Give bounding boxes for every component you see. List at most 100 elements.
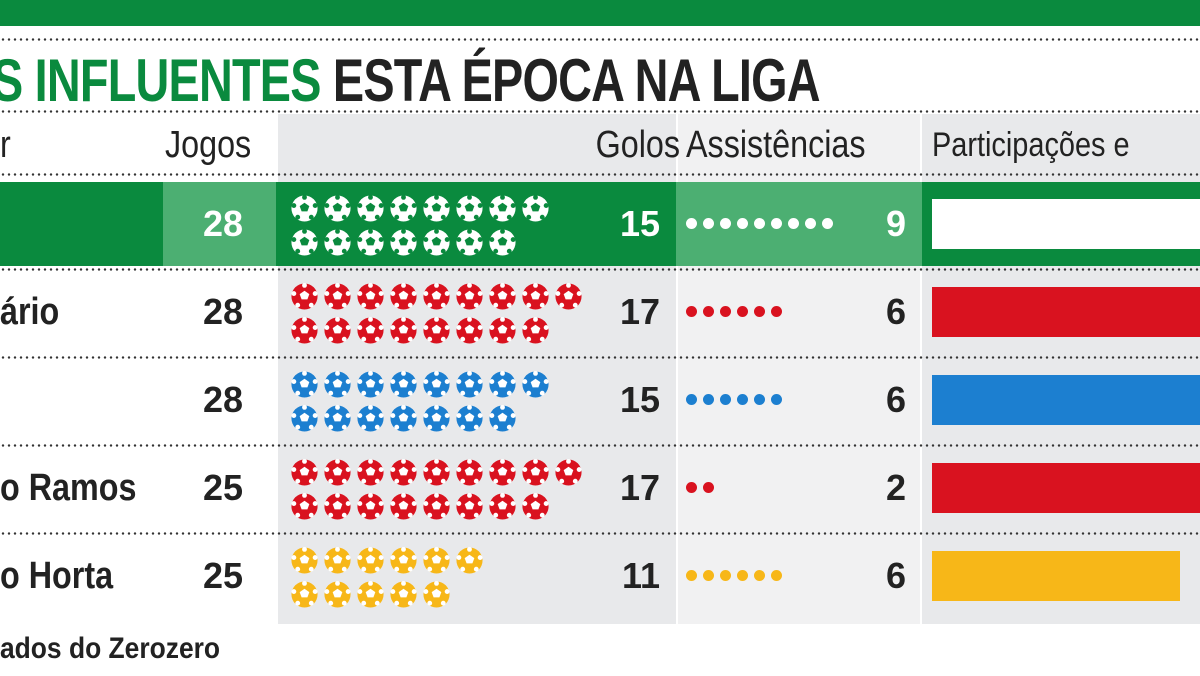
ball-icon bbox=[390, 194, 417, 222]
assists-value: 6 bbox=[885, 291, 906, 332]
ball-icon bbox=[324, 228, 351, 256]
chart-title: S INFLUENTES ESTA ÉPOCA NA LIGA bbox=[0, 46, 821, 115]
goals-balls bbox=[290, 194, 590, 262]
divider bbox=[0, 356, 1200, 359]
header-goals: Golos bbox=[595, 124, 680, 166]
table-row: ário 28 17 6 bbox=[0, 270, 1200, 354]
goals-balls bbox=[290, 546, 590, 614]
ball-icon bbox=[291, 580, 318, 608]
assist-dot bbox=[686, 394, 697, 405]
assists-dots bbox=[686, 394, 782, 406]
assist-dot bbox=[720, 394, 731, 405]
ball-icon bbox=[456, 404, 483, 432]
ball-icon bbox=[489, 458, 516, 486]
ball-icon bbox=[489, 282, 516, 310]
divider bbox=[0, 173, 1200, 176]
ball-icon bbox=[555, 458, 582, 486]
ball-icon bbox=[291, 228, 318, 256]
assists-dots bbox=[686, 570, 782, 582]
assist-dot bbox=[754, 218, 765, 229]
assist-dot bbox=[703, 570, 714, 581]
ball-icon bbox=[390, 546, 417, 574]
ball-icon bbox=[324, 546, 351, 574]
ball-icon bbox=[423, 458, 450, 486]
ball-icon bbox=[357, 228, 384, 256]
goals-balls bbox=[290, 282, 590, 350]
assist-dot bbox=[720, 306, 731, 317]
goals-value: 17 bbox=[619, 467, 660, 508]
ball-icon bbox=[390, 458, 417, 486]
source-note: ados do Zerozero bbox=[0, 632, 221, 665]
divider bbox=[0, 268, 1200, 271]
ball-icon bbox=[423, 194, 450, 222]
ball-icon bbox=[456, 492, 483, 520]
player-name bbox=[0, 182, 136, 266]
goals-value: 15 bbox=[619, 203, 660, 244]
assist-dot bbox=[686, 306, 697, 317]
table-row: o Horta 25 11 6 bbox=[0, 534, 1200, 618]
ball-icon bbox=[291, 370, 318, 398]
assist-dot bbox=[737, 306, 748, 317]
goals-balls bbox=[290, 370, 590, 438]
assists-value: 2 bbox=[885, 467, 906, 508]
ball-icon bbox=[456, 228, 483, 256]
ball-icon bbox=[423, 228, 450, 256]
ball-icon bbox=[357, 580, 384, 608]
ball-icon bbox=[423, 370, 450, 398]
games-value: 25 bbox=[202, 555, 243, 596]
player-name: ário bbox=[0, 291, 60, 333]
assist-dot bbox=[686, 218, 697, 229]
ball-icon bbox=[489, 228, 516, 256]
ball-icon bbox=[390, 316, 417, 344]
ball-icon bbox=[489, 492, 516, 520]
header-games: Jogos bbox=[165, 124, 252, 166]
player-name: o Horta bbox=[0, 555, 114, 597]
ball-icon bbox=[291, 194, 318, 222]
assist-dot bbox=[720, 218, 731, 229]
ball-icon bbox=[522, 316, 549, 344]
ball-icon bbox=[357, 458, 384, 486]
ball-icon bbox=[456, 546, 483, 574]
ball-icon bbox=[423, 404, 450, 432]
ball-icon bbox=[390, 404, 417, 432]
games-value: 28 bbox=[202, 379, 243, 420]
name-bg bbox=[0, 182, 163, 266]
ball-icon bbox=[390, 228, 417, 256]
divider bbox=[0, 110, 1200, 113]
ball-icon bbox=[357, 282, 384, 310]
assist-dot bbox=[703, 218, 714, 229]
ball-icon bbox=[324, 404, 351, 432]
assist-dot bbox=[703, 482, 714, 493]
assist-dot bbox=[788, 218, 799, 229]
games-bg bbox=[163, 182, 276, 266]
assists-bg bbox=[676, 182, 922, 266]
assist-dot bbox=[703, 394, 714, 405]
ball-icon bbox=[423, 546, 450, 574]
table-row: o Ramos 25 17 2 bbox=[0, 446, 1200, 530]
ball-icon bbox=[522, 492, 549, 520]
header-player: r bbox=[0, 124, 11, 166]
table-row: 28 15 6 bbox=[0, 358, 1200, 442]
ball-icon bbox=[324, 194, 351, 222]
ball-icon bbox=[390, 580, 417, 608]
assist-dot bbox=[754, 394, 765, 405]
title-green: S INFLUENTES bbox=[0, 47, 321, 114]
divider bbox=[0, 532, 1200, 535]
ball-icon bbox=[489, 316, 516, 344]
assist-dot bbox=[737, 570, 748, 581]
assists-value: 9 bbox=[885, 203, 906, 244]
assist-dot bbox=[720, 570, 731, 581]
ball-icon bbox=[555, 282, 582, 310]
assist-dot bbox=[771, 306, 782, 317]
ball-icon bbox=[324, 458, 351, 486]
ball-icon bbox=[291, 458, 318, 486]
assist-dot bbox=[737, 394, 748, 405]
ball-icon bbox=[423, 282, 450, 310]
ball-icon bbox=[357, 370, 384, 398]
goals-value: 15 bbox=[619, 379, 660, 420]
games-value: 28 bbox=[202, 291, 243, 332]
participations-bar bbox=[932, 199, 1200, 249]
ball-icon bbox=[522, 282, 549, 310]
ball-icon bbox=[522, 458, 549, 486]
ball-icon bbox=[390, 370, 417, 398]
